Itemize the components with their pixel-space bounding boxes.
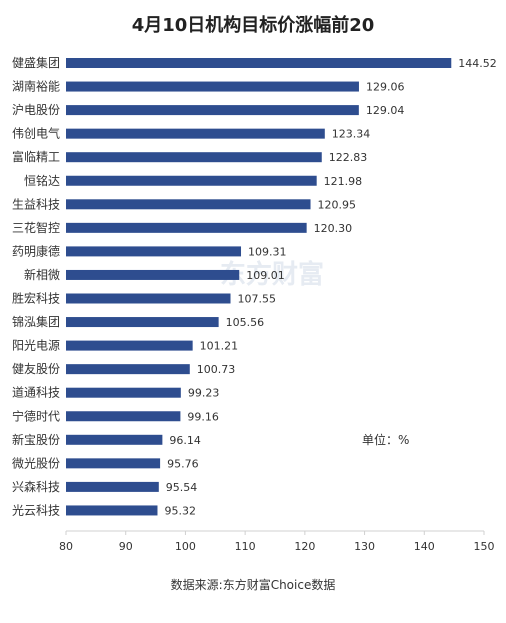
category-label: 微光股份 xyxy=(12,456,60,470)
category-label: 阳光电源 xyxy=(12,339,60,353)
bar-15 xyxy=(66,387,181,398)
bar-20 xyxy=(66,505,158,516)
value-label: 99.23 xyxy=(188,387,220,400)
value-label: 120.95 xyxy=(318,198,357,211)
category-labels: 健盛集团湖南裕能沪电股份伟创电气富临精工恒铭达生益科技三花智控药明康德新相微胜宏… xyxy=(12,55,60,517)
x-tick-label: 120 xyxy=(294,540,315,553)
bar-4 xyxy=(66,128,325,139)
bar-5 xyxy=(66,152,322,163)
bar-12 xyxy=(66,317,219,328)
bar-group xyxy=(66,58,452,516)
value-label: 123.34 xyxy=(332,128,371,141)
value-label: 95.32 xyxy=(164,504,196,517)
source-note: 数据来源:东方财富Choice数据 xyxy=(171,577,336,592)
category-label: 健盛集团 xyxy=(12,55,60,70)
x-tick-label: 100 xyxy=(175,540,196,553)
bar-3 xyxy=(66,105,359,116)
category-label: 三花智控 xyxy=(12,220,60,235)
x-tick-label: 130 xyxy=(354,540,375,553)
category-label: 兴森科技 xyxy=(12,479,60,494)
category-label: 药明康德 xyxy=(12,243,60,258)
bar-19 xyxy=(66,481,159,492)
bar-13 xyxy=(66,340,193,351)
bar-18 xyxy=(66,458,161,469)
value-label: 101.21 xyxy=(200,340,239,353)
category-label: 新宝股份 xyxy=(12,432,60,447)
category-label: 新相微 xyxy=(24,267,60,282)
category-label: 胜宏科技 xyxy=(12,291,60,306)
value-label: 107.55 xyxy=(238,293,277,306)
value-label: 99.16 xyxy=(187,410,219,423)
category-label: 沪电股份 xyxy=(12,103,60,117)
value-label: 109.01 xyxy=(246,269,284,282)
x-tick-label: 90 xyxy=(119,540,133,553)
bar-10 xyxy=(66,269,240,280)
bar-6 xyxy=(66,175,317,186)
category-label: 道通科技 xyxy=(12,386,60,400)
value-label: 129.06 xyxy=(366,81,405,94)
value-label: 121.98 xyxy=(324,175,363,188)
x-tick-label: 80 xyxy=(59,540,73,553)
x-axis: 80 90 100 110 120 130 140 150 xyxy=(59,530,495,553)
value-label: 96.14 xyxy=(169,434,201,447)
value-label: 95.54 xyxy=(166,481,198,494)
category-label: 锦泓集团 xyxy=(12,314,60,329)
unit-label: 单位：% xyxy=(362,432,409,447)
x-tick-label: 150 xyxy=(474,540,495,553)
category-label: 宁德时代 xyxy=(12,408,60,423)
category-label: 生益科技 xyxy=(12,197,60,211)
bar-11 xyxy=(66,293,231,304)
value-label: 144.52 xyxy=(458,57,497,70)
bar-8 xyxy=(66,222,307,233)
value-label: 109.31 xyxy=(248,245,287,258)
value-label: 100.73 xyxy=(197,363,236,376)
category-label: 恒铭达 xyxy=(24,173,60,188)
value-label: 129.04 xyxy=(366,104,405,117)
bar-16 xyxy=(66,411,181,422)
category-label: 湖南裕能 xyxy=(12,79,60,94)
bar-7 xyxy=(66,199,311,210)
category-label: 光云科技 xyxy=(12,503,60,517)
chart-title: 4月10日机构目标价涨幅前20 xyxy=(132,14,375,36)
bar-9 xyxy=(66,246,242,257)
value-label: 120.30 xyxy=(314,222,353,235)
value-labels: 144.52 129.06 129.04 123.34 122.83 121.98 120.… xyxy=(164,57,496,517)
bar-17 xyxy=(66,434,163,445)
category-label: 伟创电气 xyxy=(12,126,60,141)
category-label: 健友股份 xyxy=(12,362,60,376)
value-label: 122.83 xyxy=(329,151,368,164)
x-tick-label: 110 xyxy=(235,540,256,553)
bar-14 xyxy=(66,364,190,375)
x-tick-label: 140 xyxy=(414,540,435,553)
value-label: 105.56 xyxy=(226,316,265,329)
category-label: 富临精工 xyxy=(12,149,60,164)
value-label: 95.76 xyxy=(167,457,199,470)
bar-1 xyxy=(66,58,452,68)
bar-2 xyxy=(66,81,359,92)
